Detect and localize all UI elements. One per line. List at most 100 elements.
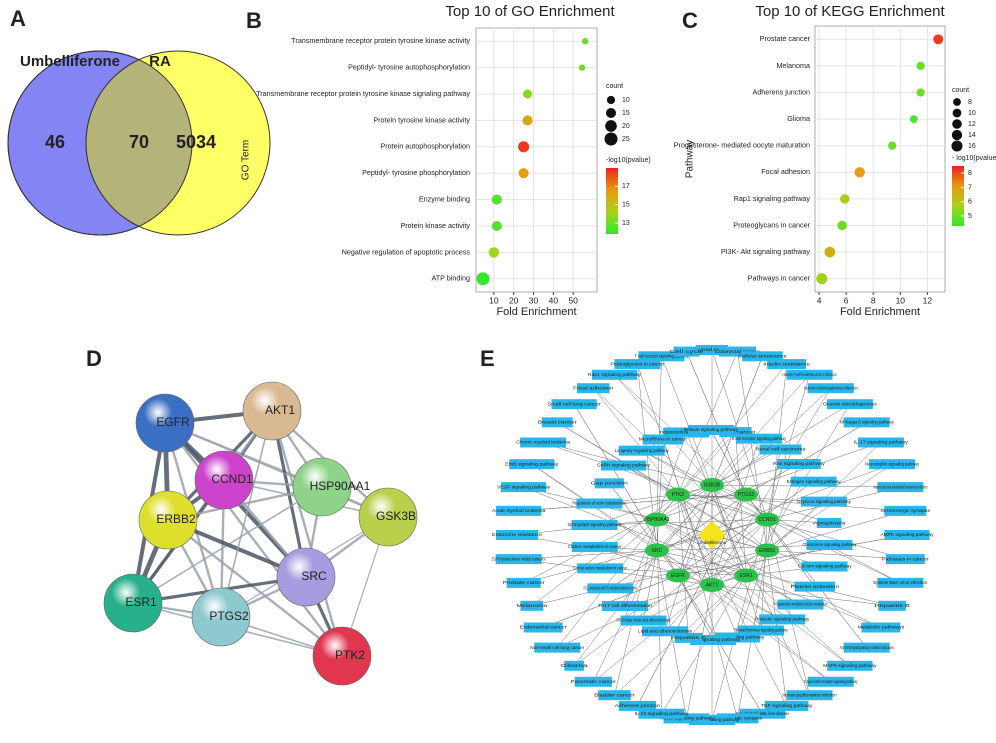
- pathway-label: TNF signaling pathway: [761, 703, 813, 708]
- dot: [491, 194, 502, 205]
- legend-title: -log10(pvalue): [606, 157, 651, 164]
- pathway-label: Neurotrophin signaling pathway: [865, 461, 920, 466]
- network-edge: [711, 484, 830, 524]
- network-edge: [664, 519, 768, 632]
- pathway-label: Kaposi sarcoma-associated herpesvirus in…: [873, 484, 927, 489]
- network-edge: [767, 510, 906, 551]
- pathway-node: [884, 505, 927, 516]
- network-edge: [523, 486, 747, 576]
- gene-label: GSK3B: [704, 482, 721, 488]
- network-edge: [624, 575, 747, 607]
- pathway-node: [642, 626, 689, 637]
- pathway-label: Melanoma: [516, 603, 547, 608]
- x-tick-label: 20: [509, 295, 519, 305]
- network-edge: [677, 494, 738, 638]
- gene-label: PTK2: [672, 492, 685, 498]
- network-edge: [518, 550, 657, 560]
- x-tick-label: 10: [489, 295, 499, 305]
- gene-label: HSP90AA1: [644, 517, 670, 523]
- chart-title: Top 10 of KEGG Enrichment: [755, 3, 945, 20]
- gene-node: [644, 512, 669, 527]
- pathway-label: Prostate cancer: [503, 580, 546, 585]
- pathway-label: Non-alcoholic fatty liver disease: [735, 711, 789, 716]
- network-edge: [594, 484, 713, 526]
- legend-size-key: [606, 95, 616, 105]
- pathway-label: B cell receptor signaling pathway: [732, 436, 787, 441]
- node-label: AKT1: [265, 403, 295, 417]
- pathway-node: [801, 561, 848, 572]
- pathway-node: [716, 713, 759, 724]
- dot: [916, 61, 925, 71]
- pathway-node: [718, 346, 757, 357]
- network-node: [194, 450, 254, 510]
- y-tick-label: Enzyme binding: [419, 195, 470, 204]
- pathway-label: C-type lectin receptor signaling pathway: [804, 679, 858, 684]
- legend-size-key: [605, 120, 617, 132]
- pathway-node: [843, 417, 890, 428]
- pathway-node: [591, 369, 638, 380]
- network-edge: [711, 544, 830, 586]
- network-edge: [766, 501, 825, 551]
- compound-label: Umbelliferone: [698, 540, 727, 545]
- network-edge: [656, 463, 893, 551]
- pathway-node: [618, 445, 665, 456]
- pathway-node: [885, 554, 925, 565]
- pathway-node: [877, 482, 924, 493]
- network-edge: [688, 550, 768, 639]
- pathway-node: [506, 577, 541, 588]
- pathway-label: Apoptosis: [813, 520, 847, 525]
- pathway-label: IL-17 signaling pathway: [854, 440, 909, 445]
- panel-label: E: [480, 346, 495, 371]
- legend-size-key: [604, 132, 618, 146]
- legend-title: count: [952, 87, 969, 94]
- x-tick-label: 10: [896, 295, 906, 305]
- network-edge: [599, 519, 658, 569]
- pathway-label: Platelet activation: [791, 584, 840, 589]
- pathway-node: [534, 642, 581, 653]
- network-edge: [656, 519, 881, 628]
- dot: [523, 89, 533, 99]
- network-edge: [677, 575, 714, 641]
- pathway-node: [800, 496, 847, 507]
- legend-label: 12: [968, 121, 976, 128]
- pathway-node: [786, 690, 833, 701]
- compound-node: [698, 521, 726, 549]
- network-node: [135, 393, 195, 453]
- y-tick-label: Proteoglycans in cancer: [733, 220, 810, 229]
- pathway-label: FoxO signaling pathway: [711, 635, 765, 640]
- dot: [888, 141, 897, 150]
- gene-node: [700, 578, 724, 592]
- pathway-label: MicroRNAs in cancer: [639, 437, 688, 442]
- pathway-label: EGFR tyrosine kinase inhibitor resistanc…: [492, 556, 546, 561]
- pathway-label: Endometrial cancer: [520, 625, 567, 630]
- pathway-node: [577, 563, 624, 574]
- network-edge: [711, 484, 762, 631]
- x-axis-title: Fold Enrichment: [840, 306, 920, 318]
- network-edge: [593, 388, 679, 495]
- node-label: HSP90AA1: [310, 479, 371, 493]
- pathway-node: [869, 459, 916, 470]
- network-node: [358, 487, 418, 547]
- pathway-node: [786, 369, 833, 380]
- dot: [840, 194, 850, 204]
- pathway-label: Sphingolipid signaling pathway: [568, 522, 623, 527]
- network-edge: [677, 463, 800, 495]
- pathway-node: [695, 345, 729, 355]
- pathway-label: MAPK signaling pathway: [823, 663, 877, 668]
- pathway-node: [689, 715, 735, 725]
- pathway-label: Ras signaling pathway: [773, 461, 825, 466]
- network-edge: [656, 550, 893, 607]
- pathway-node: [877, 577, 924, 588]
- pathway-node: [715, 632, 761, 643]
- legend-size-key: [951, 140, 963, 152]
- network-edge: [677, 494, 689, 638]
- legend-label: 7: [968, 184, 972, 191]
- pathway-node: [857, 437, 904, 448]
- x-tick-label: 50: [568, 295, 578, 305]
- network-edge: [661, 356, 747, 576]
- pathway-label: Rap1 signaling pathway: [588, 372, 642, 377]
- network-edge: [656, 442, 881, 520]
- network-node: [292, 457, 352, 517]
- pathway-label: Breast cancer: [538, 420, 577, 425]
